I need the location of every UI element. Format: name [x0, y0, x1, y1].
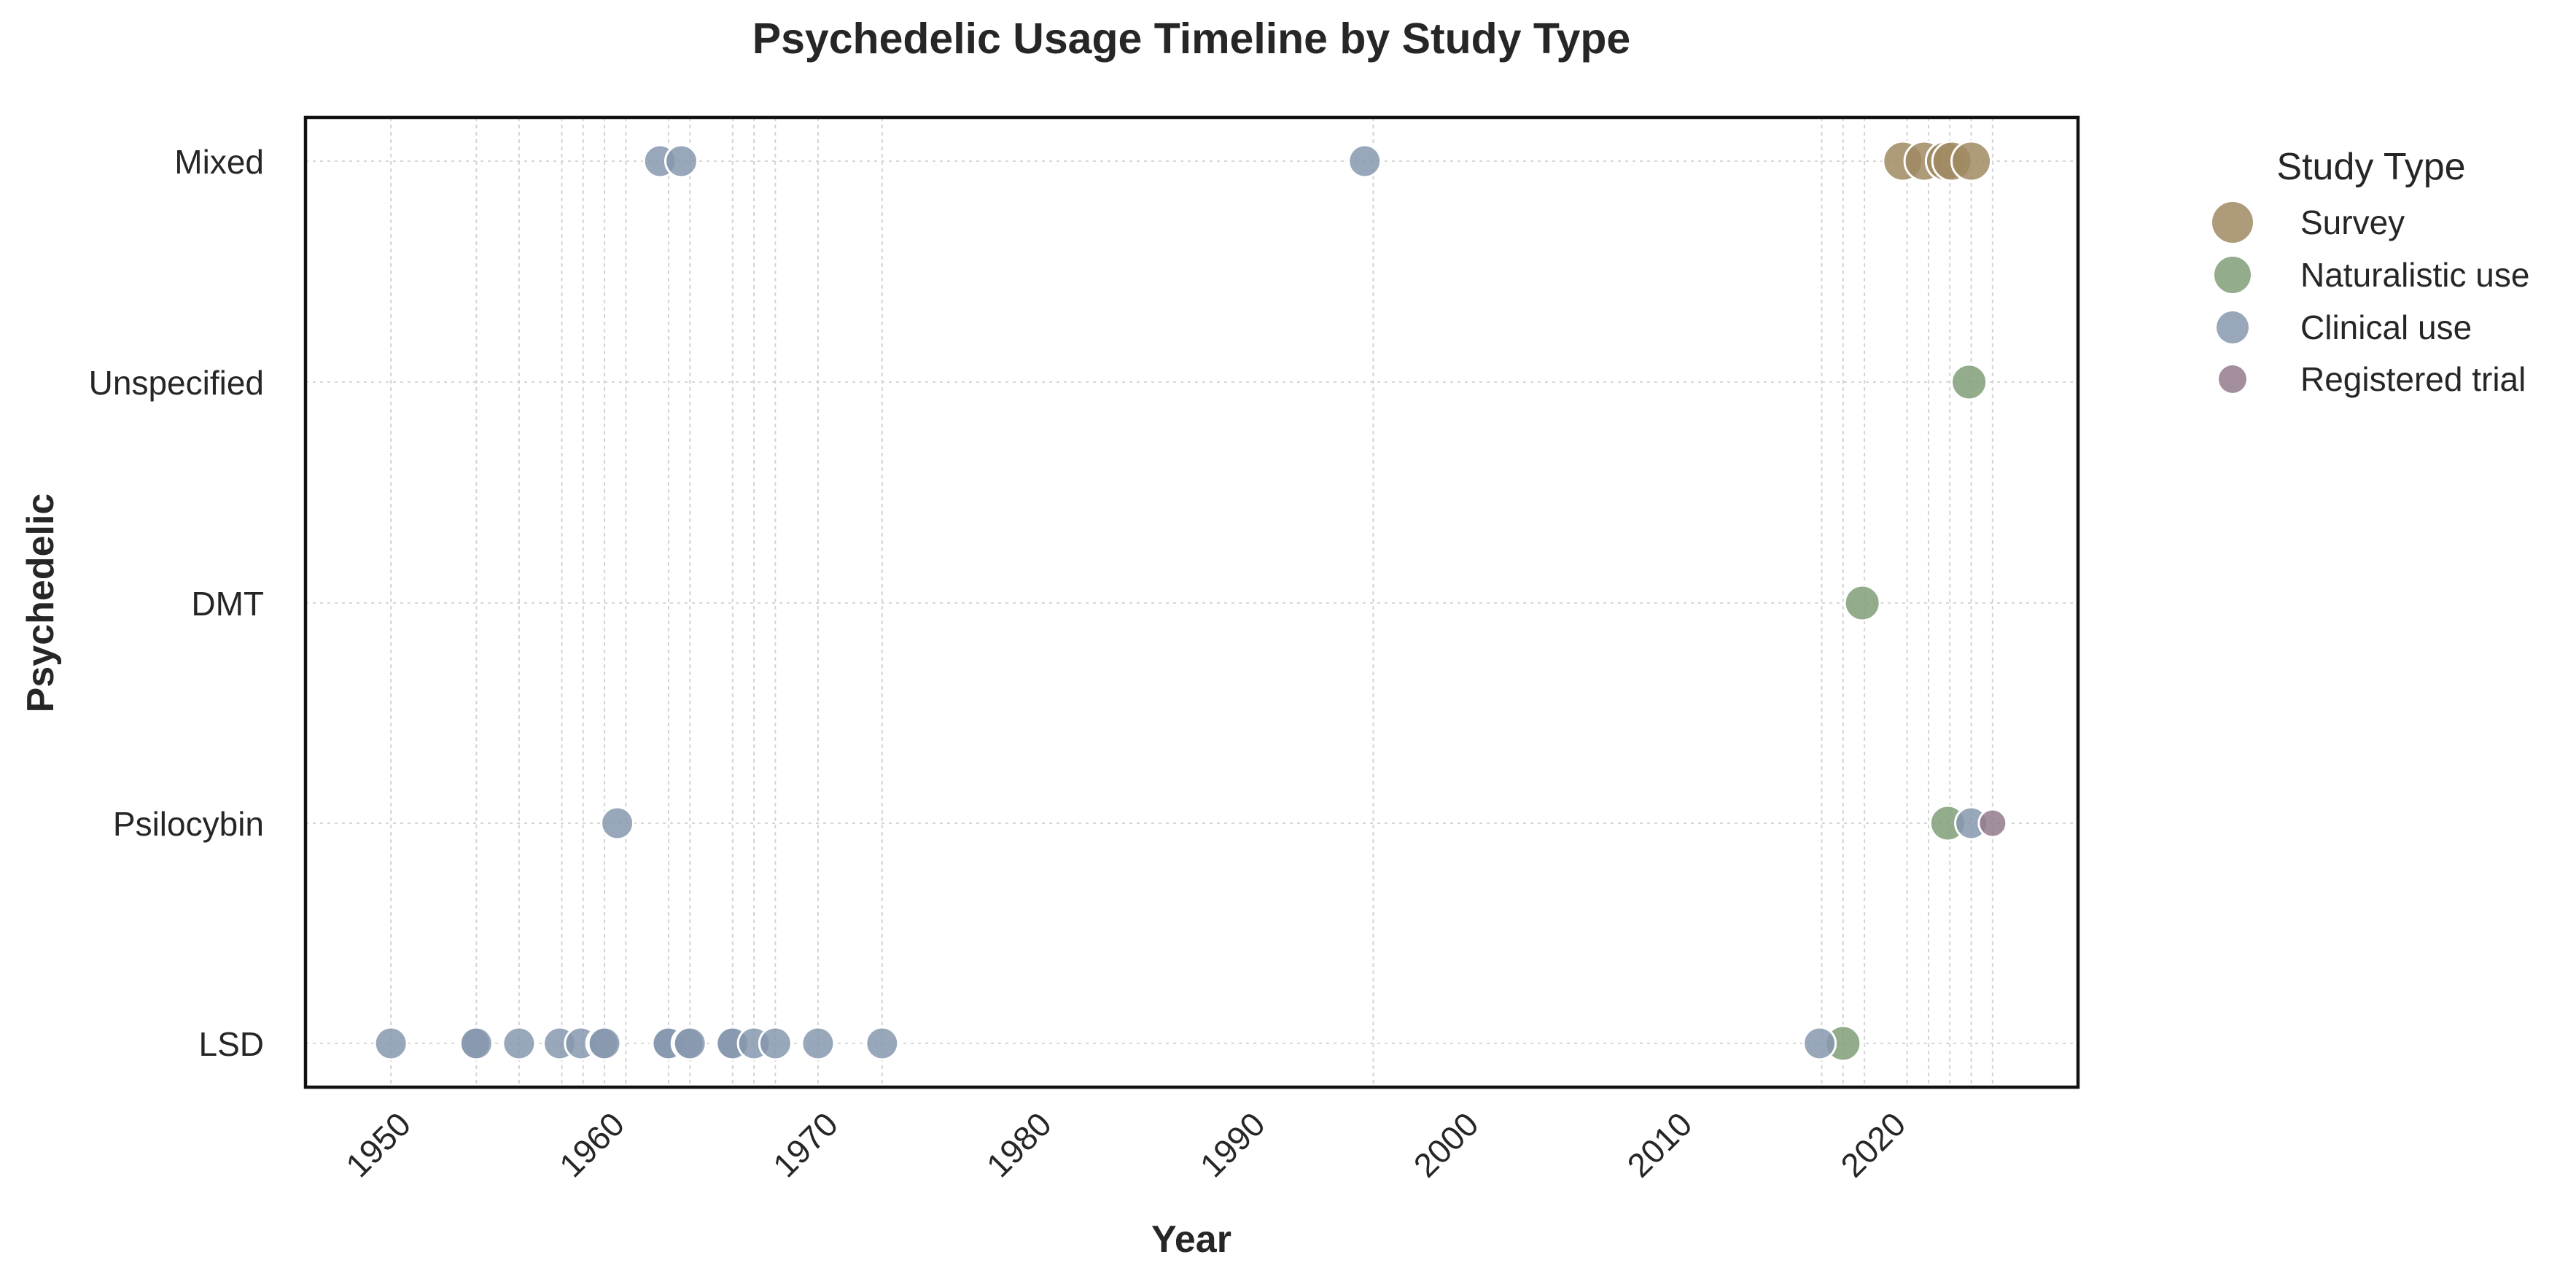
data-point	[672, 1026, 707, 1061]
legend-marker	[2214, 257, 2251, 293]
points-layer	[373, 140, 2008, 1062]
legend-title: Study Type	[2276, 146, 2465, 188]
data-point	[664, 144, 699, 179]
y-tick-labels: LSD Psilocybin DMT Unspecified Mixed	[89, 143, 264, 1063]
legend-label: Naturalistic use	[2300, 256, 2529, 294]
data-point	[758, 1026, 793, 1061]
legend: Study Type Survey Naturalistic use Clinica…	[2212, 146, 2529, 398]
data-point	[1950, 140, 1993, 182]
data-point	[1843, 584, 1881, 622]
y-axis-label: Psychedelic	[20, 494, 62, 713]
data-point	[587, 1026, 622, 1061]
plot-frame	[303, 115, 2080, 1089]
y-tick-label: Mixed	[174, 143, 264, 181]
data-point	[865, 1026, 900, 1061]
chart-title: Psychedelic Usage Timeline by Study Type	[752, 15, 1631, 63]
legend-label: Survey	[2300, 203, 2405, 241]
data-point	[1977, 808, 2008, 839]
data-point	[1802, 1026, 1837, 1061]
data-point	[373, 1026, 408, 1061]
y-tick-label: Psilocybin	[113, 805, 264, 843]
y-tick-label: LSD	[199, 1025, 264, 1063]
data-point	[1950, 363, 1988, 401]
legend-label: Registered trial	[2300, 360, 2526, 398]
legend-label: Clinical use	[2300, 308, 2472, 346]
y-tick-label: Unspecified	[89, 364, 264, 402]
grid-layer	[306, 117, 2078, 1087]
data-point	[600, 806, 635, 841]
legend-marker	[2212, 202, 2253, 243]
legend-marker	[2217, 311, 2249, 343]
legend-marker	[2219, 365, 2246, 393]
y-tick-label: DMT	[191, 585, 264, 623]
data-point	[459, 1026, 494, 1061]
x-axis-label: Year	[1151, 1218, 1231, 1261]
data-point	[1347, 144, 1382, 179]
data-point	[502, 1026, 537, 1061]
data-point	[801, 1026, 836, 1061]
